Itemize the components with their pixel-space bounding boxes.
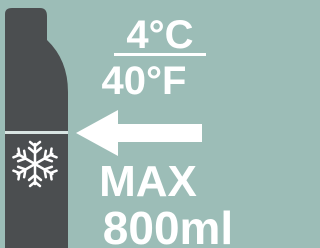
divider — [114, 53, 206, 56]
icon: 4°C 40°F MAX 800ml — [0, 0, 256, 248]
fahrenheit-label: 40°F — [102, 59, 187, 103]
max-label: MAX — [99, 157, 197, 206]
page: 4°C 40°F MAX 800ml (() => { const data =… — [0, 0, 256, 248]
fill-line — [5, 131, 68, 134]
celsius-label: 4°C — [126, 13, 193, 57]
volume-label: 800ml — [103, 202, 233, 248]
